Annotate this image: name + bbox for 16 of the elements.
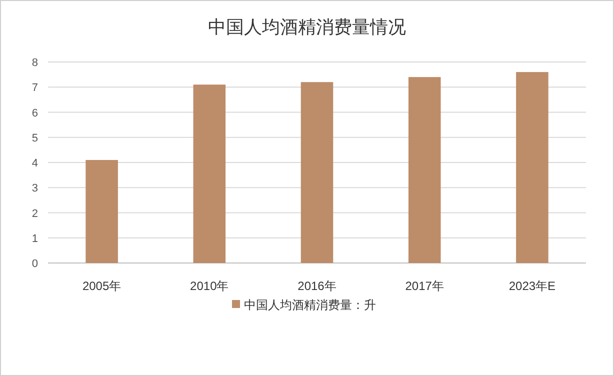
y-tick-label: 4 xyxy=(32,158,38,170)
x-tick-label: 2005年 xyxy=(82,279,122,293)
x-tick-label: 2010年 xyxy=(190,279,229,293)
y-tick-label: 2 xyxy=(32,208,38,220)
x-tick-label: 2023年E xyxy=(508,279,556,293)
y-tick-label: 1 xyxy=(32,232,38,245)
y-tick-label: 6 xyxy=(32,107,38,120)
y-tick-label: 0 xyxy=(32,258,38,270)
y-tick-label: 7 xyxy=(32,82,38,94)
x-tick-label: 2017年 xyxy=(405,279,444,293)
x-tick-label: 2016年 xyxy=(298,279,336,293)
legend-label: 中国人均酒精消费量：升 xyxy=(244,298,376,312)
y-tick-label: 3 xyxy=(32,182,38,195)
chart-title: 中国人均酒精消费量情况 xyxy=(208,17,406,37)
y-tick-label: 5 xyxy=(32,132,38,144)
y-tick-label: 8 xyxy=(32,57,38,69)
